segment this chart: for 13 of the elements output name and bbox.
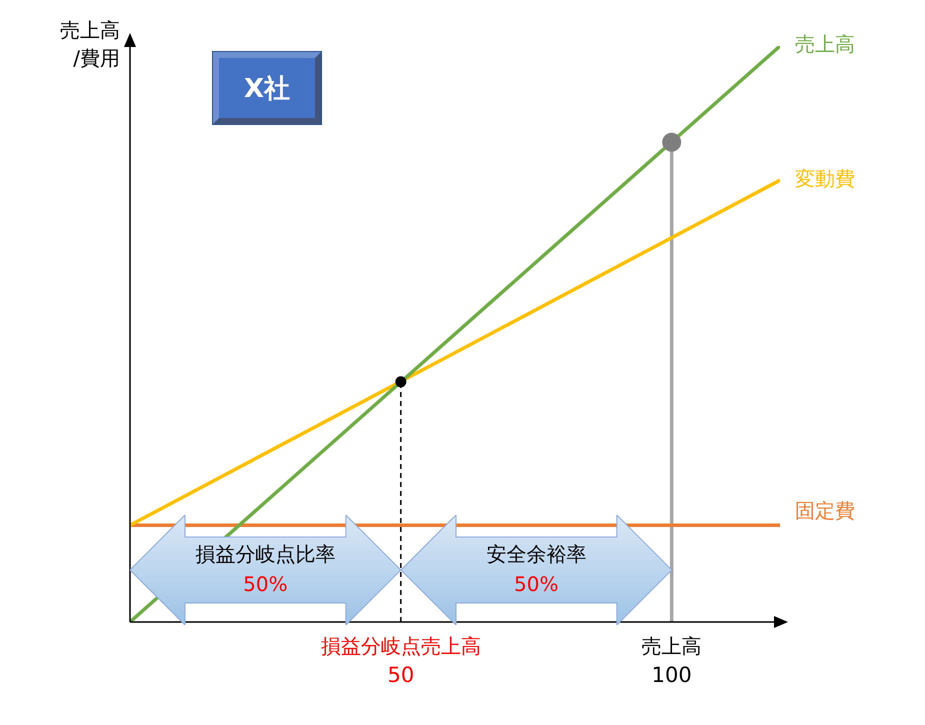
annotation: 損益分岐点比率 — [195, 542, 336, 566]
y-axis-title: 売上高 /費用 — [59, 17, 120, 72]
text: 売上高 — [642, 634, 702, 658]
text: 損益分岐点売上高 — [320, 634, 481, 658]
series-label: 売上高 — [795, 32, 855, 56]
annotation: 50% — [514, 572, 558, 596]
x-tick-label: 50 — [387, 663, 414, 688]
annotation: 50% — [243, 572, 288, 596]
series-label: 変動費 — [795, 166, 855, 190]
series-label: 固定費 — [795, 498, 855, 522]
annotation: 安全余裕率 — [486, 542, 586, 566]
text: X社 — [213, 52, 321, 124]
x-tick-label: 100 — [652, 663, 692, 688]
